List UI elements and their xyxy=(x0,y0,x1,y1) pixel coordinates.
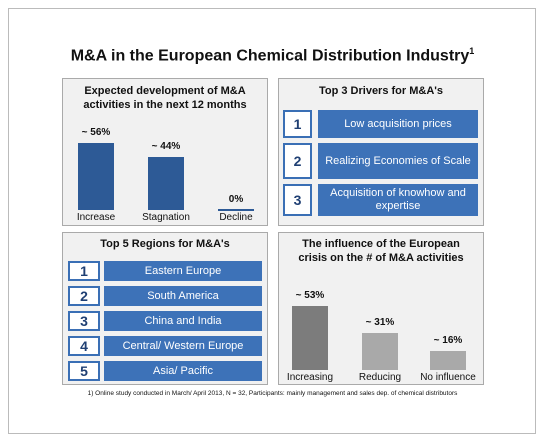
item-label: Central/ Western Europe xyxy=(104,336,262,356)
title-sup: 1 xyxy=(469,46,475,56)
rank-box: 3 xyxy=(68,311,100,331)
category-label: Decline xyxy=(219,212,253,223)
rank-box: 2 xyxy=(68,286,100,306)
bar xyxy=(292,306,328,370)
value-label: ~ 16% xyxy=(433,334,463,346)
baseline xyxy=(218,209,254,211)
item-label: Low acquisition prices xyxy=(318,110,478,138)
item-label: Acquisition of knowhow and expertise xyxy=(318,184,478,216)
rank-box: 1 xyxy=(283,110,312,138)
value-label: 0% xyxy=(228,194,244,205)
panel-title: Expected development of M&A activities i… xyxy=(83,85,247,111)
bar xyxy=(78,142,114,210)
rank-box: 4 xyxy=(68,336,100,356)
title-text: M&A in the European Chemical Distributio… xyxy=(70,47,470,65)
rank-box: 5 xyxy=(68,361,100,381)
frame xyxy=(8,8,536,434)
bar xyxy=(362,332,398,370)
panel-title: Top 3 Drivers for M&A's xyxy=(318,85,444,97)
panel-title: Top 5 Regions for M&A's xyxy=(100,238,230,250)
value-label: ~ 53% xyxy=(295,290,325,302)
rank-box: 1 xyxy=(68,261,100,281)
item-label: Eastern Europe xyxy=(104,261,262,281)
value-label: ~ 44% xyxy=(151,141,181,153)
item-label: Realizing Economies of Scale xyxy=(318,143,478,179)
page-title: M&A in the European Chemical Distributio… xyxy=(0,46,545,65)
item-label: China and India xyxy=(104,311,262,331)
item-label: Asia/ Pacific xyxy=(104,361,262,381)
bar xyxy=(430,350,466,370)
panel xyxy=(62,232,268,385)
panel-title: The influence of the European crisis on … xyxy=(298,238,464,264)
value-label: ~ 56% xyxy=(81,126,111,138)
footnote: 1) Online study conducted in March/ Apri… xyxy=(87,390,458,397)
item-label: South America xyxy=(104,286,262,306)
category-label: Increase xyxy=(76,212,116,223)
category-label: No influence xyxy=(420,372,476,383)
rank-box: 3 xyxy=(283,184,312,216)
rank-box: 2 xyxy=(283,143,312,179)
bar xyxy=(148,157,184,210)
value-label: ~ 31% xyxy=(365,316,395,328)
category-label: Reducing xyxy=(358,372,402,383)
category-label: Increasing xyxy=(286,372,334,383)
category-label: Stagnation xyxy=(142,212,190,223)
